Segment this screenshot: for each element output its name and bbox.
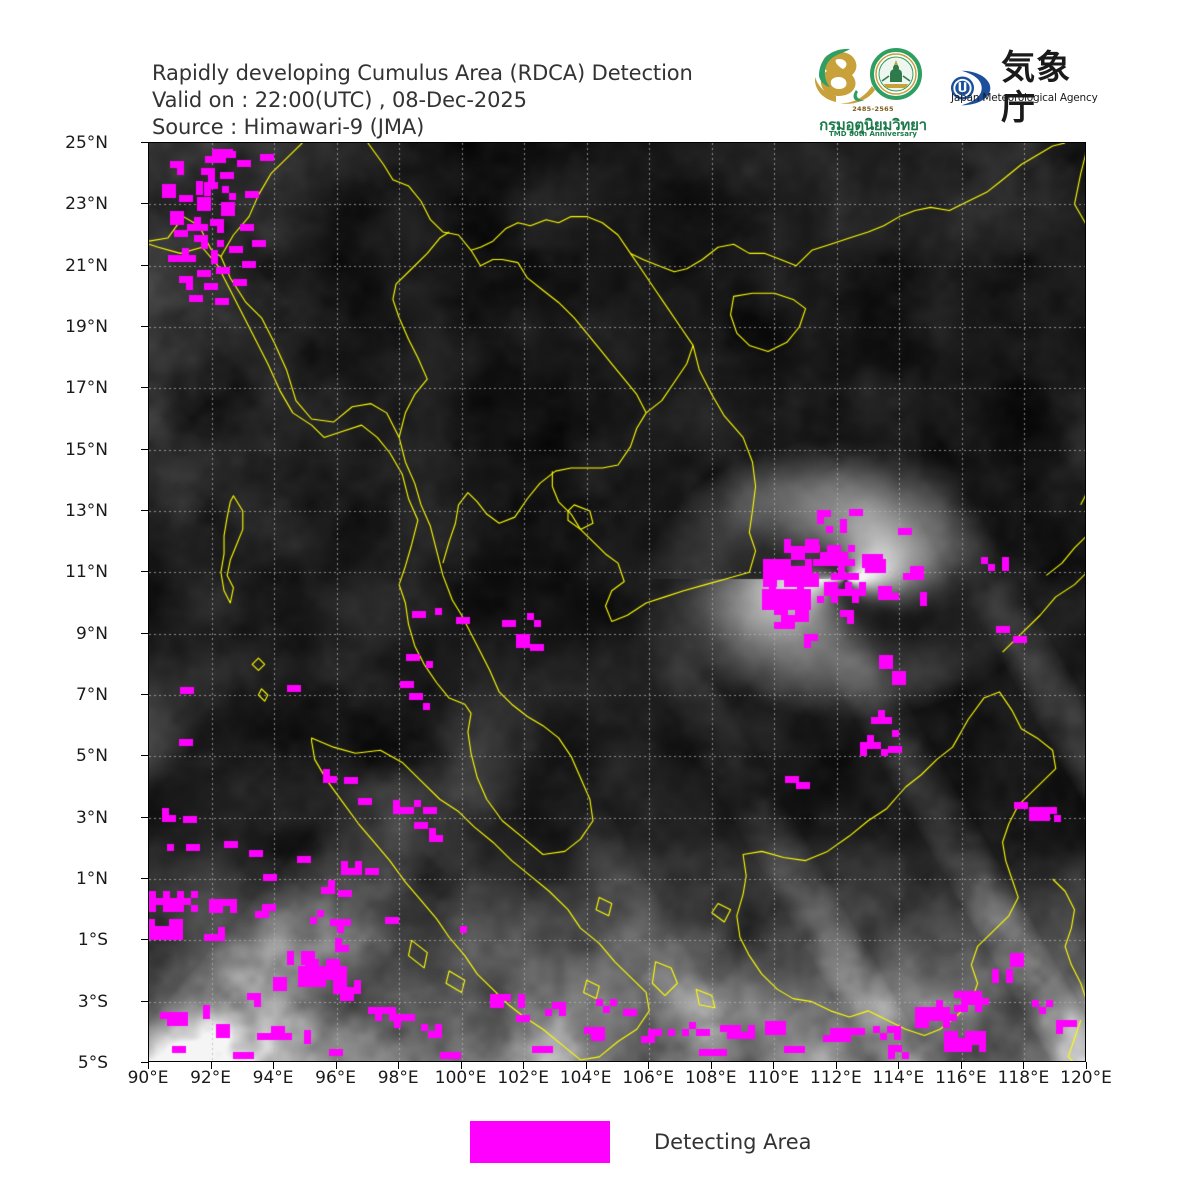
x-axis-tick-label: 116°E (935, 1068, 987, 1088)
title-block: Rapidly developing Cumulus Area (RDCA) D… (152, 60, 693, 141)
y-axis-tick-mark (141, 571, 148, 573)
y-axis-tick-label: 23°N (65, 194, 108, 215)
y-axis-tick-mark (141, 632, 148, 634)
x-axis-tick-label: 106°E (622, 1068, 675, 1088)
y-axis-tick-label: 5°S (77, 1053, 108, 1073)
y-axis-tick-mark (141, 326, 148, 327)
x-axis-tick-mark (648, 1062, 650, 1069)
y-axis-tick-mark (141, 142, 148, 143)
y-axis-tick-label: 21°N (65, 255, 108, 276)
x-axis-tick-label: 94°E (252, 1068, 294, 1088)
y-axis-tick-label: 9°N (75, 623, 108, 644)
valid-time: Valid on : 22:00(UTC) , 08-Dec-2025 (152, 88, 527, 112)
page-header: Rapidly developing Cumulus Area (RDCA) D… (0, 0, 1200, 142)
x-axis-tick-label: 118°E (997, 1068, 1050, 1088)
x-axis-tick-mark (1086, 1062, 1087, 1069)
x-axis-tick-mark (335, 1062, 337, 1069)
x-axis-tick-label: 112°E (810, 1068, 862, 1088)
y-axis-tick-label: 1°N (75, 869, 108, 889)
x-axis-tick-mark (1023, 1062, 1025, 1069)
jma-logo: 気象庁 Japan Meteorological Agency (950, 46, 1102, 128)
y-axis-tick-mark (141, 387, 148, 389)
x-axis-tick-mark (710, 1062, 712, 1069)
y-axis-tick-label: 19°N (65, 317, 108, 337)
y-axis-tick-mark (141, 755, 148, 757)
y-axis-tick-mark (141, 694, 148, 695)
y-axis-tick-mark (141, 1000, 148, 1002)
x-axis-tick-label: 98°E (377, 1068, 419, 1088)
y-axis-tick-mark (141, 510, 148, 511)
y-axis-tick-label: 3°S (77, 991, 108, 1012)
x-axis-tick-label: 108°E (684, 1068, 737, 1088)
x-axis-tick-label: 96°E (315, 1068, 357, 1088)
jma-logo-top: 気象庁 (950, 48, 1102, 128)
legend-label-detecting-area: Detecting Area (654, 1130, 812, 1154)
y-axis-tick-label: 15°N (65, 439, 108, 460)
x-axis-tick-label: 104°E (559, 1068, 612, 1088)
y-axis-tick-label: 11°N (65, 562, 108, 583)
y-axis-tick-mark (141, 1062, 148, 1063)
page-title: Rapidly developing Cumulus Area (RDCA) D… (152, 61, 693, 85)
x-axis-tick-mark (460, 1062, 462, 1069)
x-axis-tick-mark (148, 1062, 149, 1069)
legend-swatch-detecting-area (470, 1121, 610, 1163)
jma-english-name: Japan Meteorological Agency (951, 92, 1098, 104)
y-axis-tick-label: 13°N (65, 501, 108, 521)
y-axis-tick-label: 25°N (65, 133, 108, 153)
tmd-logo: 2485-2565 กรมอุตุนิยมวิทยา TMD 80th Anni… (810, 46, 936, 142)
y-axis-tick-label: 5°N (75, 746, 108, 767)
y-axis-tick-mark (141, 939, 148, 941)
tmd-logo-art (814, 48, 922, 104)
x-axis-tick-label: 92°E (190, 1068, 231, 1088)
y-axis-tick-label: 3°N (75, 807, 108, 828)
y-axis-tick-label: 7°N (75, 685, 108, 705)
y-axis-tick-mark (141, 203, 148, 205)
x-axis-tick-label: 114°E (872, 1068, 925, 1088)
satellite-image-canvas (149, 143, 1085, 1061)
x-axis-tick-label: 120°E (1060, 1068, 1112, 1088)
x-axis-tick-mark (898, 1062, 900, 1069)
satellite-map-plot[interactable] (148, 142, 1086, 1062)
x-axis-tick-label: 90°E (127, 1068, 169, 1088)
y-axis-tick-label: 1°S (77, 930, 108, 951)
jma-crescent-icon (950, 70, 991, 106)
y-axis-tick-mark (141, 816, 148, 818)
tmd-thai-name: กรมอุตุนิยมวิทยา (819, 116, 927, 134)
x-axis-tick-mark (835, 1062, 837, 1069)
logo-group: 2485-2565 กรมอุตุนิยมวิทยา TMD 80th Anni… (810, 46, 1102, 142)
tmd-english-name: TMD 80th Anniversary (829, 130, 917, 138)
x-axis-tick-mark (523, 1062, 525, 1069)
x-axis-tick-mark (960, 1062, 962, 1069)
source-label: Source : Himawari-9 (JMA) (152, 115, 425, 139)
x-axis-tick-mark (210, 1062, 212, 1069)
x-axis-tick-mark (773, 1062, 775, 1069)
x-axis-tick-label: 100°E (434, 1068, 487, 1088)
x-axis-tick-mark (273, 1062, 275, 1069)
jma-kanji: 気象庁 (1001, 48, 1072, 128)
y-axis-tick-mark (141, 878, 148, 879)
y-axis-tick-label: 17°N (65, 378, 108, 399)
y-axis-tick-mark (141, 264, 148, 266)
y-axis-tick-mark (141, 448, 148, 450)
x-axis-tick-mark (398, 1062, 400, 1069)
legend: Detecting Area (470, 1121, 812, 1163)
x-axis-tick-label: 110°E (747, 1068, 800, 1088)
x-axis-tick-mark (585, 1062, 587, 1069)
tmd-years: 2485-2565 (852, 105, 894, 113)
x-axis-tick-label: 102°E (497, 1068, 550, 1088)
